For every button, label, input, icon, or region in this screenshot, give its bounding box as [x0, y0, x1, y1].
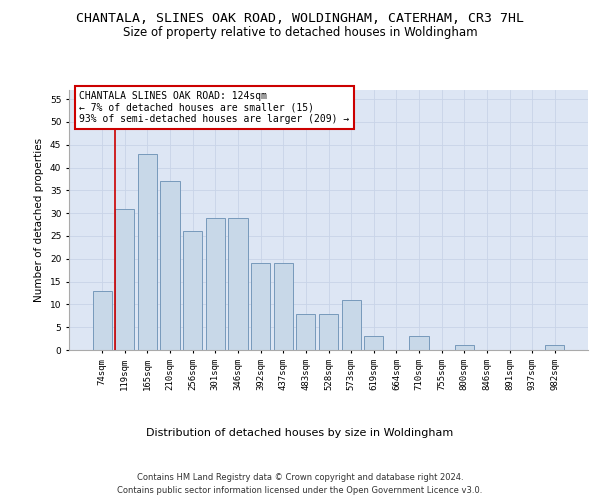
Text: Size of property relative to detached houses in Woldingham: Size of property relative to detached ho… — [122, 26, 478, 39]
Text: CHANTALA SLINES OAK ROAD: 124sqm
← 7% of detached houses are smaller (15)
93% of: CHANTALA SLINES OAK ROAD: 124sqm ← 7% of… — [79, 92, 350, 124]
Bar — [455, 346, 474, 350]
Text: CHANTALA, SLINES OAK ROAD, WOLDINGHAM, CATERHAM, CR3 7HL: CHANTALA, SLINES OAK ROAD, WOLDINGHAM, C… — [76, 12, 524, 26]
Bar — [183, 232, 202, 350]
Bar — [160, 181, 180, 350]
Bar — [92, 290, 112, 350]
Text: Contains HM Land Registry data © Crown copyright and database right 2024.
Contai: Contains HM Land Registry data © Crown c… — [118, 474, 482, 495]
Bar — [115, 208, 134, 350]
Bar — [409, 336, 428, 350]
Bar — [341, 300, 361, 350]
Y-axis label: Number of detached properties: Number of detached properties — [34, 138, 44, 302]
Bar — [206, 218, 225, 350]
Bar — [545, 346, 565, 350]
Bar — [274, 264, 293, 350]
Text: Distribution of detached houses by size in Woldingham: Distribution of detached houses by size … — [146, 428, 454, 438]
Bar — [296, 314, 316, 350]
Bar — [251, 264, 270, 350]
Bar — [229, 218, 248, 350]
Bar — [319, 314, 338, 350]
Bar — [138, 154, 157, 350]
Bar — [364, 336, 383, 350]
